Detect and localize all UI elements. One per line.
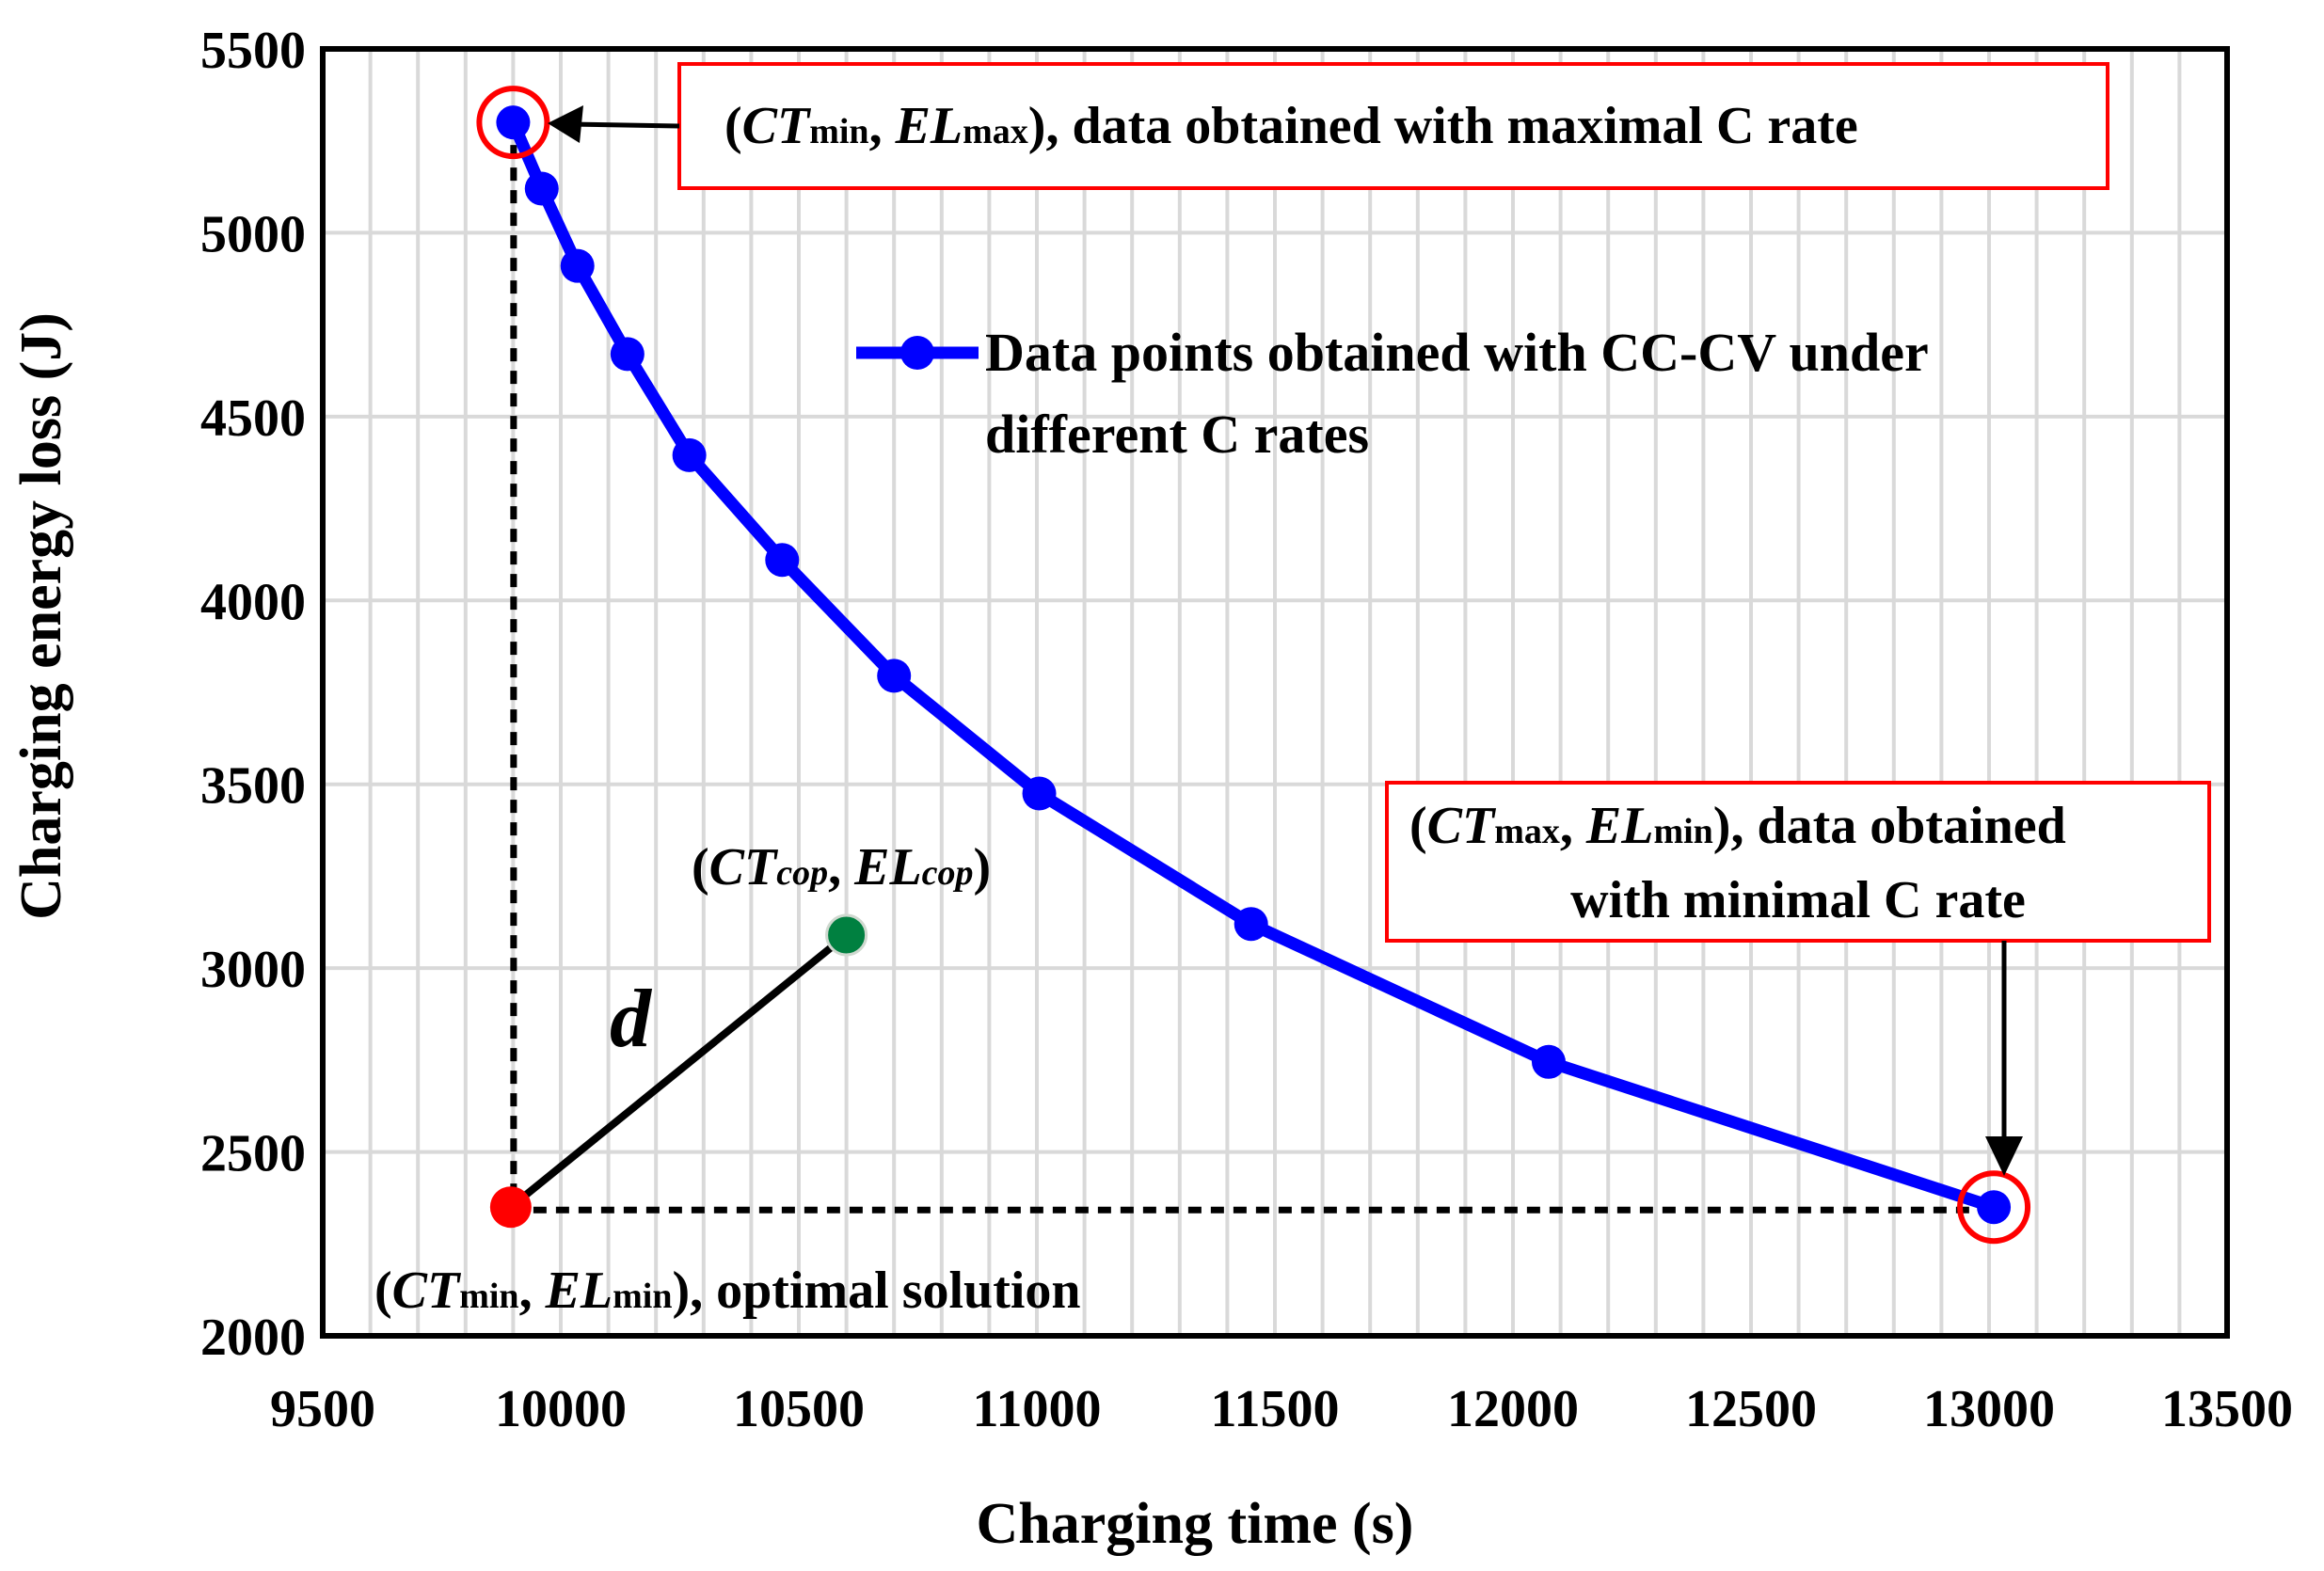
max-rate-annotation: (CTmin, ELmax), data obtained with maxim… xyxy=(548,62,2109,190)
x-tick-label: 12000 xyxy=(1447,1380,1579,1438)
series-point xyxy=(765,543,800,578)
distance-line xyxy=(508,931,850,1211)
min-rate-annotation: (CTmax, ELmin), data obtained with minim… xyxy=(1385,781,2211,1176)
cop-label: (CTcop, ELcop) xyxy=(692,838,991,897)
distance-label: d xyxy=(610,974,653,1065)
x-tick-label: 10000 xyxy=(495,1380,627,1438)
series-point xyxy=(610,337,645,372)
y-tick-label: 3000 xyxy=(200,941,306,999)
legend-marker-swatch xyxy=(900,336,934,370)
y-tick-label: 5000 xyxy=(200,205,306,263)
series-point xyxy=(1977,1190,2012,1225)
legend-label-line2: different C rates xyxy=(985,404,1369,465)
data-series xyxy=(507,119,1997,1214)
y-axis-title: Charging energy loss (J) xyxy=(9,312,73,920)
y-tick-label: 2000 xyxy=(200,1309,306,1367)
max-rate-ring xyxy=(476,86,550,160)
series-line xyxy=(507,119,1997,1214)
y-tick-label: 4000 xyxy=(200,573,306,631)
series-point xyxy=(1531,1044,1566,1079)
x-tick-label: 11500 xyxy=(1211,1380,1340,1438)
y-tick-label: 2500 xyxy=(200,1125,306,1183)
series-point xyxy=(524,171,559,206)
min-rate-ring xyxy=(1957,1170,2031,1245)
min-rate-label-line1: (CTmax, ELmin), data obtained xyxy=(1409,797,2066,855)
guide-lines xyxy=(508,122,1995,1214)
series-point xyxy=(1022,776,1057,811)
series-point xyxy=(496,105,531,140)
max-rate-box xyxy=(677,62,2109,190)
x-axis-title: Charging time (s) xyxy=(977,1492,1414,1556)
min-rate-label-line2: with minimal C rate xyxy=(1570,871,2026,929)
legend: Data points obtained with CC-CV under di… xyxy=(856,322,1929,465)
max-rate-arrow xyxy=(568,121,680,129)
optimal-point xyxy=(489,1186,532,1229)
max-rate-label: (CTmin, ELmax), data obtained with maxim… xyxy=(724,97,1858,155)
min-rate-box xyxy=(1385,781,2211,943)
min-rate-arrowhead xyxy=(1985,1136,2023,1176)
plot-frame xyxy=(320,46,2230,1339)
cop-point xyxy=(825,913,868,957)
series-point xyxy=(877,659,912,693)
x-tick-label: 10500 xyxy=(733,1380,865,1438)
grid-lines xyxy=(323,49,2227,1336)
series-point xyxy=(672,437,707,472)
data-points xyxy=(476,86,2031,1245)
x-tick-label: 13500 xyxy=(2161,1380,2293,1438)
max-rate-arrowhead xyxy=(548,105,583,143)
legend-label-line1: Data points obtained with CC-CV under xyxy=(985,322,1929,383)
x-tick-label: 12500 xyxy=(1685,1380,1817,1438)
optimal-label: (CTmin, ELmin), optimal solution xyxy=(374,1262,1081,1320)
x-tick-label: 11000 xyxy=(973,1380,1102,1438)
y-tick-label: 5500 xyxy=(200,22,306,80)
series-point xyxy=(560,248,595,283)
x-tick-label: 13000 xyxy=(1923,1380,2055,1438)
series-point xyxy=(1234,907,1268,942)
axis-ticks: 9500 10000 10500 11000 11500 12000 12500 13000 1… xyxy=(200,22,2293,1438)
y-tick-label: 4500 xyxy=(200,389,306,448)
x-tick-label: 9500 xyxy=(270,1380,375,1438)
y-tick-label: 3500 xyxy=(200,757,306,816)
